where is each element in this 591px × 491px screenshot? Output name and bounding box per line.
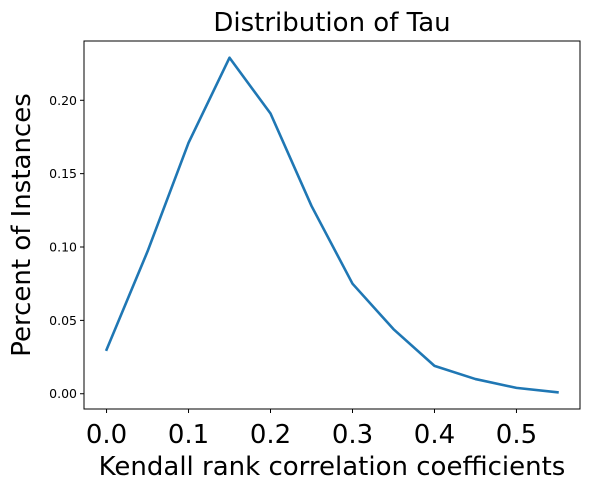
plot-area xyxy=(83,40,581,410)
y-tick-label: 0.00 xyxy=(49,386,77,401)
series-layer xyxy=(104,56,559,394)
x-tick-label: 0.5 xyxy=(496,420,537,450)
chart-title: Distribution of Tau xyxy=(213,8,450,38)
y-tick-label: 0.20 xyxy=(49,93,77,108)
x-tick-label: 0.1 xyxy=(168,420,209,450)
x-tick-label: 0.0 xyxy=(86,420,127,450)
x-axis-ticks: 0.0 0.1 0.2 0.3 0.4 0.5 xyxy=(86,409,537,450)
y-axis-label: Percent of Instances xyxy=(7,93,37,357)
x-tick-label: 0.4 xyxy=(414,420,455,450)
y-tick-label: 0.05 xyxy=(49,313,77,328)
x-axis-label: Kendall rank correlation coefficients xyxy=(99,452,566,482)
x-tick-label: 0.3 xyxy=(332,420,373,450)
y-tick-label: 0.15 xyxy=(49,166,77,181)
x-tick-label: 0.2 xyxy=(250,420,291,450)
series-line xyxy=(104,56,559,394)
y-axis-ticks: 0.00 0.05 0.10 0.15 0.20 xyxy=(49,93,84,401)
y-tick-label: 0.10 xyxy=(49,240,77,255)
